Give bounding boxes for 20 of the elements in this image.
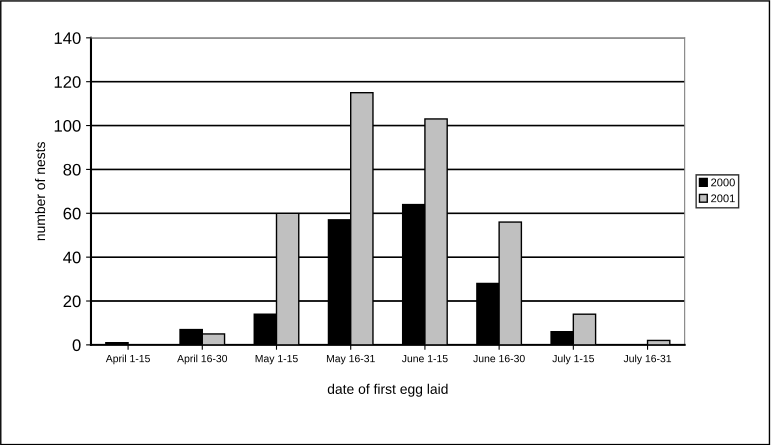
y-tick-label: 0 xyxy=(72,339,81,352)
x-tick-label: July 16-31 xyxy=(624,354,672,364)
y-tick-label: 100 xyxy=(54,120,81,132)
y-axis-title: number of nests xyxy=(34,142,46,240)
y-tick-label: 20 xyxy=(64,295,81,308)
x-tick-label: July 1-15 xyxy=(552,354,594,364)
legend-label: 2001 xyxy=(711,194,735,202)
y-tick-label: 60 xyxy=(64,208,81,220)
y-tick-label: 140 xyxy=(54,32,81,44)
x-tick-label: June 16-30 xyxy=(473,354,525,362)
x-tick-label: June 1-15 xyxy=(402,354,448,362)
x-tick-label: May 1-15 xyxy=(256,354,298,364)
x-axis-title: date of first egg laid xyxy=(328,384,448,397)
x-tick-label: April 1-15 xyxy=(106,354,150,364)
legend-label: 2000 xyxy=(711,178,735,186)
y-tick-label: 40 xyxy=(63,252,81,264)
x-tick-label: May 16-31 xyxy=(326,354,375,364)
x-tick-label: April 16-30 xyxy=(177,354,228,364)
y-tick-label: 80 xyxy=(63,164,81,176)
y-tick-label: 120 xyxy=(54,76,81,88)
